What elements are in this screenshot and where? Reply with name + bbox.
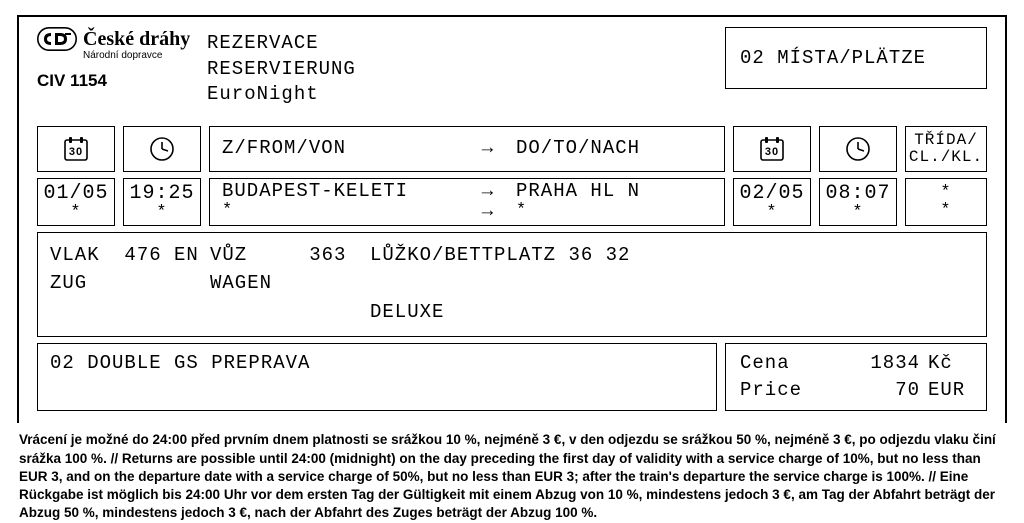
- car-label-b: WAGEN: [210, 269, 370, 298]
- clock-icon: [148, 135, 176, 163]
- from-header: Z/FROM/VON: [210, 139, 470, 159]
- rez-line-3: EuroNight: [207, 82, 725, 108]
- svg-text:30: 30: [765, 146, 779, 158]
- star: *: [70, 204, 81, 222]
- brand: České dráhy Národní dopravce CIV 1154: [37, 27, 207, 91]
- header: České dráhy Národní dopravce CIV 1154 RE…: [37, 27, 987, 108]
- seats-box: 02 MÍSTA/PLÄTZE: [725, 27, 987, 89]
- info-grid: 30 Z/FROM/VON → DO/TO/NACH: [37, 126, 987, 412]
- dep-date-val: 01/05: [43, 183, 108, 204]
- arr-date-header: 30: [733, 126, 811, 172]
- to-header: DO/TO/NACH: [506, 139, 724, 159]
- price-value-2: 70: [832, 377, 920, 404]
- route-header: Z/FROM/VON → DO/TO/NACH: [209, 126, 725, 172]
- class-header: TŘÍDA/ CL./KL.: [905, 126, 987, 172]
- arr-time: 08:07 *: [819, 178, 897, 226]
- class-hdr-2: CL./KL.: [909, 149, 983, 166]
- calendar-icon: 30: [758, 135, 786, 163]
- price-value-1: 1834: [832, 350, 920, 377]
- calendar-icon: 30: [62, 135, 90, 163]
- arr-time-header: [819, 126, 897, 172]
- dep-time: 19:25 *: [123, 178, 201, 226]
- arr-date-val: 02/05: [739, 183, 804, 204]
- to-star: *: [506, 202, 724, 222]
- price-box: Cena 1834 Kč Price 70 EUR: [725, 343, 987, 411]
- civ-code: CIV 1154: [37, 71, 207, 91]
- route-arrow: →: [470, 182, 506, 202]
- brand-subtitle: Národní dopravce: [83, 50, 207, 61]
- train-label-a: VLAK: [50, 244, 100, 266]
- class-hdr-1: TŘÍDA/: [914, 132, 978, 149]
- car-number: 363: [309, 244, 346, 266]
- dep-time-val: 19:25: [129, 183, 194, 204]
- class-star-2: *: [940, 202, 951, 220]
- route-value: BUDAPEST-KELETI → PRAHA HL N * → *: [209, 178, 725, 226]
- svg-text:30: 30: [69, 146, 83, 158]
- star: *: [852, 204, 863, 222]
- price-currency-1: Kč: [920, 350, 972, 377]
- class-star-1: *: [940, 184, 951, 202]
- car-label-a: VŮZ: [210, 244, 247, 266]
- cd-logo-icon: [37, 27, 77, 51]
- fine-print: Vrácení je možné do 24:00 před prvním dn…: [17, 431, 1007, 522]
- seats-text: 02 MÍSTA/PLÄTZE: [740, 47, 926, 69]
- train-label-b: ZUG: [50, 269, 210, 298]
- ticket: České dráhy Národní dopravce CIV 1154 RE…: [17, 15, 1007, 423]
- from-station: BUDAPEST-KELETI: [210, 182, 470, 202]
- berth-label: LŮŽKO/BETTPLATZ: [370, 244, 556, 266]
- berth-numbers: 36 32: [568, 244, 630, 266]
- price-currency-2: EUR: [920, 377, 972, 404]
- clock-icon: [844, 135, 872, 163]
- dep-date: 01/05 *: [37, 178, 115, 226]
- route-arrow-2: →: [470, 202, 506, 222]
- transport-box: 02 DOUBLE GS PREPRAVA: [37, 343, 717, 411]
- arr-time-val: 08:07: [825, 183, 890, 204]
- star: *: [156, 204, 167, 222]
- arrow-header: →: [470, 139, 506, 159]
- brand-name: České dráhy: [83, 28, 190, 51]
- arr-date: 02/05 *: [733, 178, 811, 226]
- class-value: * *: [905, 178, 987, 226]
- train-info: VLAK 476 EN ZUG VŮZ 363 WAGEN LŮŽKO/BETT…: [37, 232, 987, 338]
- from-star: *: [210, 202, 470, 222]
- dep-date-header: 30: [37, 126, 115, 172]
- rez-line-2: RESERVIERUNG: [207, 57, 725, 83]
- train-number: 476 EN: [124, 244, 198, 266]
- dep-time-header: [123, 126, 201, 172]
- price-label-2: Price: [740, 377, 832, 404]
- price-label-1: Cena: [740, 350, 832, 377]
- deluxe-label: DELUXE: [370, 298, 974, 327]
- rez-line-1: REZERVACE: [207, 31, 725, 57]
- reservation-labels: REZERVACE RESERVIERUNG EuroNight: [207, 27, 725, 108]
- to-station: PRAHA HL N: [506, 182, 724, 202]
- star: *: [766, 204, 777, 222]
- transport-text: 02 DOUBLE GS PREPRAVA: [50, 352, 310, 374]
